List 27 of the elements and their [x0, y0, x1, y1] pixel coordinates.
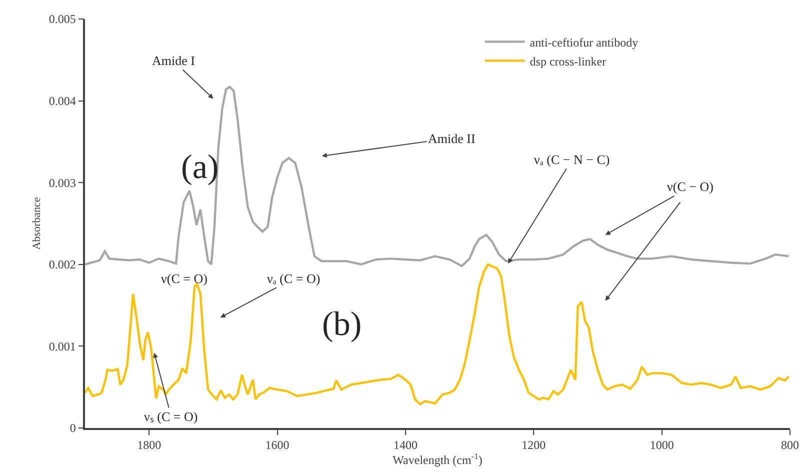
annotation: νₐ (C = O) [267, 271, 320, 286]
x-tick-label: 1200 [522, 438, 546, 452]
x-axis-title: Wavelength (cm$^{-1}$) [392, 452, 482, 468]
x-tick-label: 1400 [393, 438, 418, 452]
line-series [85, 263, 790, 406]
x-tick-label: 1600 [265, 438, 290, 452]
y-tick-label: 0 [70, 421, 76, 436]
annotation: νₐ (C − N − C) [534, 152, 610, 167]
y-tick-label: 0.003 [48, 176, 76, 190]
annotation: νₛ (C = O) [144, 409, 198, 424]
annotation: Amide II [428, 131, 476, 146]
legend-label: anti-ceftiofur antibody [530, 35, 638, 50]
y-tick-label: 0.001 [48, 339, 76, 354]
y-axis-title: Absorbance [31, 197, 43, 250]
annotation: (b) [322, 306, 362, 343]
annotation: Amide I [152, 53, 195, 68]
y-tick-label: 0.005 [48, 12, 76, 26]
line-series [85, 86, 790, 268]
y-tick-label: 0.002 [48, 258, 76, 272]
legend-label: dsp cross-linker [530, 54, 606, 68]
y-tick-label: 0.004 [48, 94, 76, 108]
annotation: (a) [181, 149, 219, 186]
x-tick-label: 1000 [650, 438, 674, 452]
x-tick-label: 1800 [137, 438, 162, 452]
annotation: ν(C = O) [161, 271, 208, 286]
x-tick-label: 800 [781, 438, 799, 452]
annotation: ν(C − O) [667, 179, 714, 194]
